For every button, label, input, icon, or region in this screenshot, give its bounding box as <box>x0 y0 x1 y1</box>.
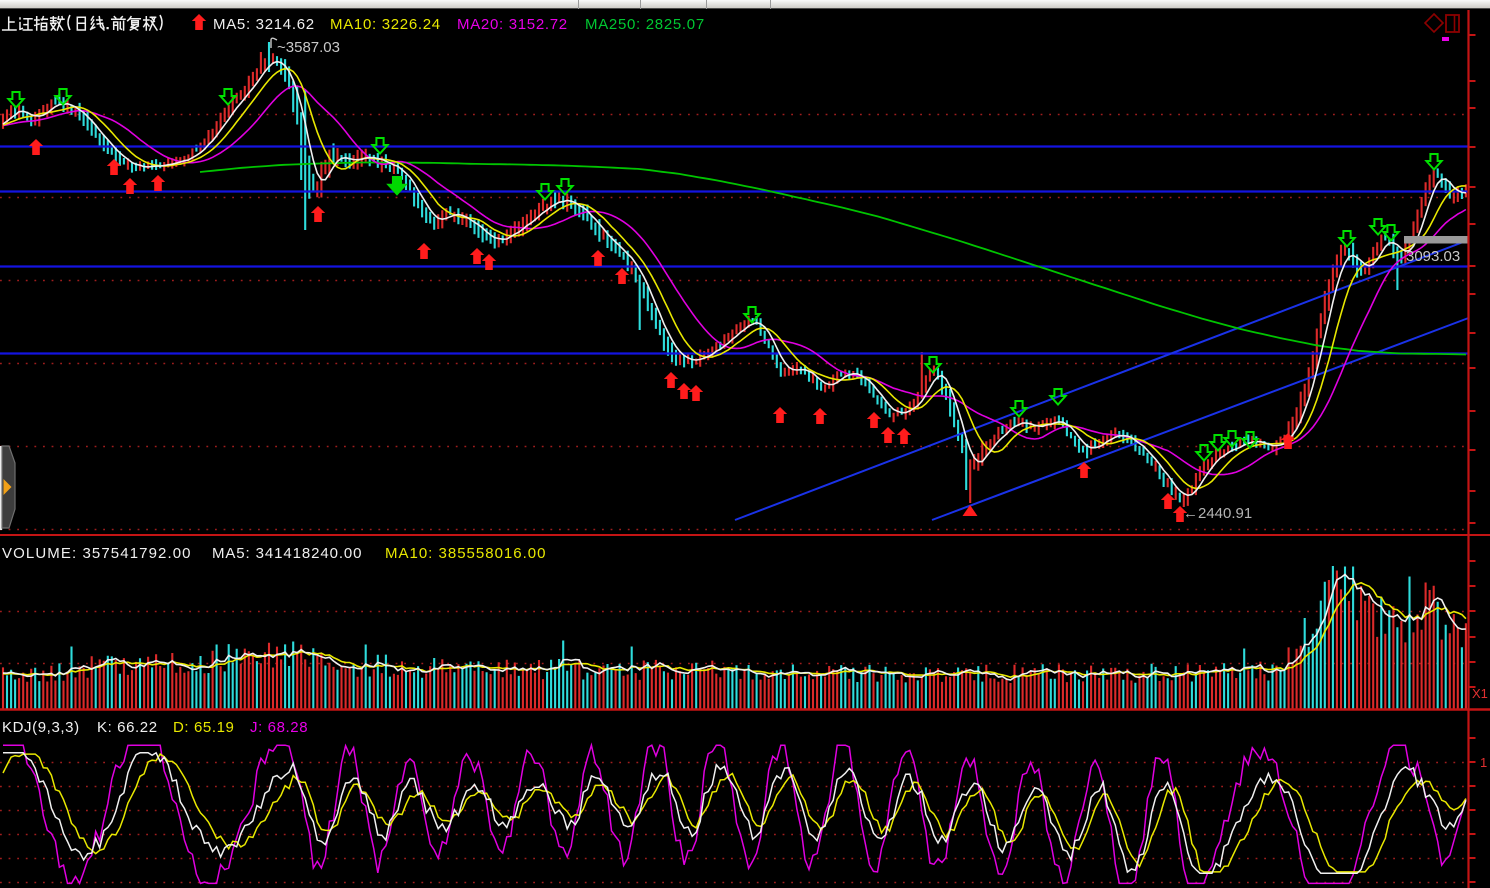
svg-text:MA250: 2825.07: MA250: 2825.07 <box>585 16 705 33</box>
svg-text:J: 68.28: J: 68.28 <box>250 719 308 736</box>
svg-text:MA5: 3214.62: MA5: 3214.62 <box>213 16 315 33</box>
svg-text:MA10: 3226.24: MA10: 3226.24 <box>330 16 441 33</box>
svg-text:D: 65.19: D: 65.19 <box>173 719 235 736</box>
svg-text:1: 1 <box>1480 755 1487 770</box>
svg-text:~3587.03: ~3587.03 <box>277 39 340 56</box>
svg-text:KDJ(9,3,3): KDJ(9,3,3) <box>2 719 80 736</box>
svg-text:MA20: 3152.72: MA20: 3152.72 <box>457 16 568 33</box>
svg-text:MA10: 385558016.00: MA10: 385558016.00 <box>385 545 546 562</box>
svg-text:VOLUME: 357541792.00: VOLUME: 357541792.00 <box>2 545 192 562</box>
svg-text:←2440.91: ←2440.91 <box>1183 505 1252 522</box>
svg-text:MA5: 341418240.00: MA5: 341418240.00 <box>212 545 362 562</box>
svg-text:X1: X1 <box>1472 686 1488 701</box>
svg-text:K: 66.22: K: 66.22 <box>97 719 158 736</box>
svg-text:3093.03: 3093.03 <box>1406 248 1460 265</box>
